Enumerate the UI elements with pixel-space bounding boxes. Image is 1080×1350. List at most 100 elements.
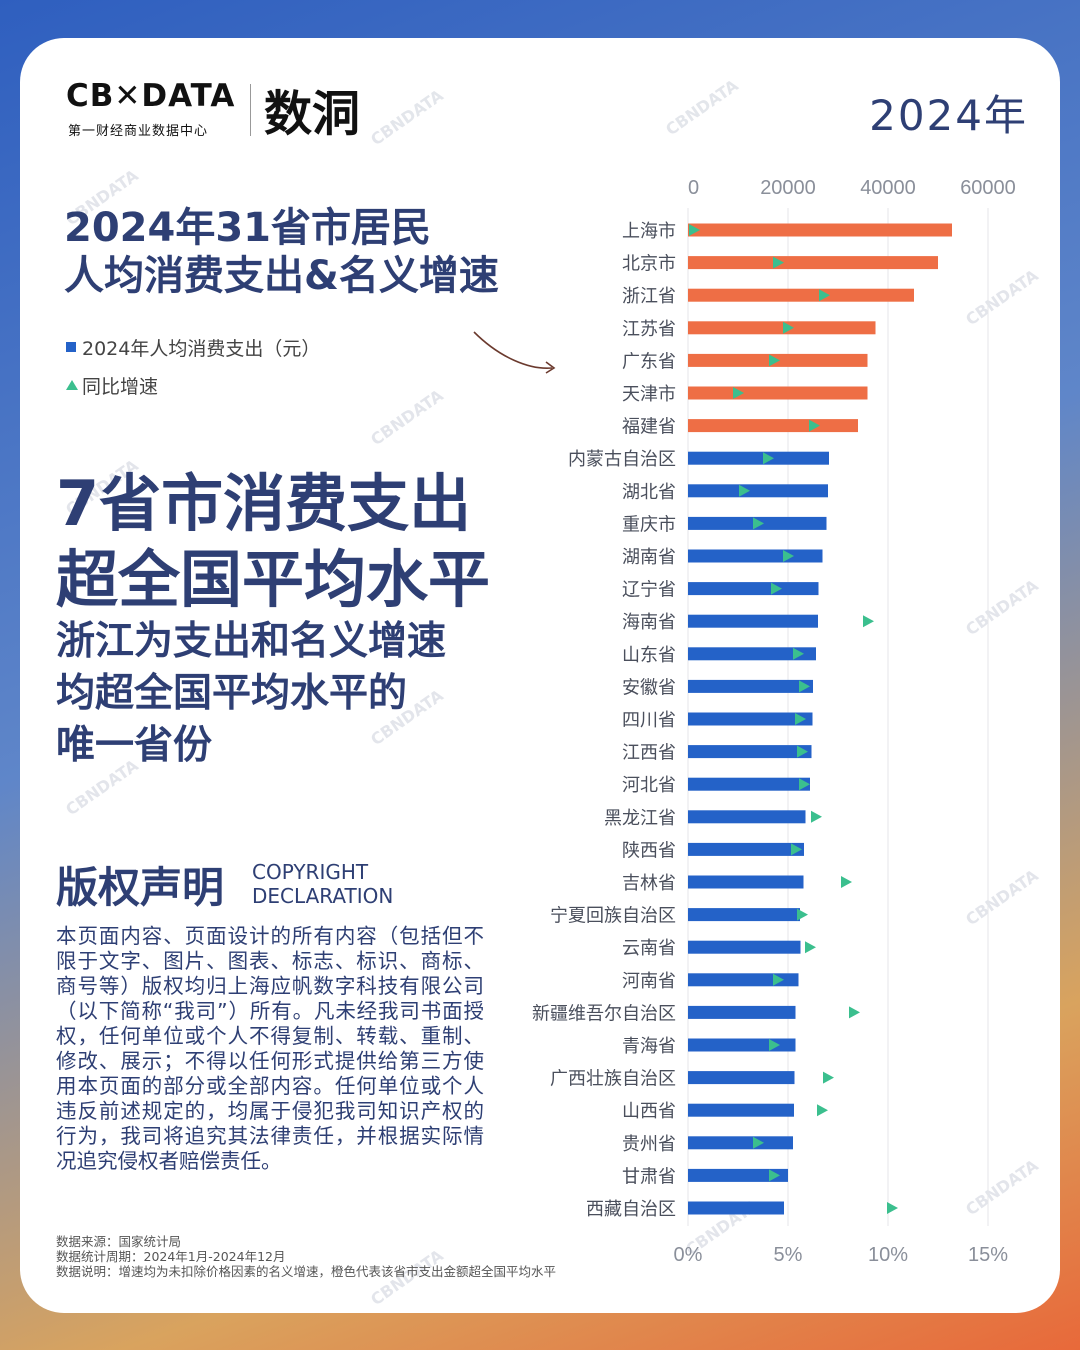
copyright-body: 本页面内容、页面设计的所有内容（包括但不限于文字、图片、图表、标志、标识、商标、… <box>56 924 484 1173</box>
growth-marker <box>739 484 750 497</box>
year-label: 2024年 <box>869 91 1028 140</box>
chart-legend: 2024年人均消费支出（元） 同比增速 <box>66 328 320 404</box>
spend-bar <box>688 1038 796 1052</box>
growth-marker <box>887 1202 898 1214</box>
logo-subtitle: 第一财经商业数据中心 <box>68 124 209 139</box>
subheadline-line-3: 唯一省份 <box>56 723 213 768</box>
spend-bar <box>688 386 868 400</box>
category-label: 广西壮族自治区 <box>550 1069 676 1090</box>
category-label: 吉林省 <box>622 873 676 894</box>
page-title: 2024年31省市居民 人均消费支出&名义增速 <box>64 204 564 300</box>
spend-bar <box>688 1136 793 1150</box>
legend-spend-label: 2024年人均消费支出（元） <box>82 337 321 360</box>
headline-line-2: 超全国平均水平 <box>56 543 491 616</box>
copyright-en-line-2: DECLARATION <box>252 884 394 908</box>
growth-marker <box>791 843 802 856</box>
legend-growth-label: 同比增速 <box>82 375 159 398</box>
category-label: 江西省 <box>622 743 676 764</box>
spend-bar <box>688 549 823 563</box>
category-label: 新疆维吾尔自治区 <box>532 1003 676 1024</box>
growth-marker <box>795 713 806 725</box>
category-label: 天津市 <box>622 384 676 405</box>
growth-marker <box>769 1169 780 1182</box>
growth-marker <box>753 517 764 530</box>
growth-marker <box>689 224 700 236</box>
spend-bar <box>688 875 804 889</box>
category-label: 云南省 <box>622 938 676 959</box>
spend-bar <box>688 288 914 302</box>
growth-marker <box>797 908 808 921</box>
spend-bar <box>688 940 801 954</box>
growth-marker <box>809 419 820 432</box>
spend-bar <box>688 1168 788 1182</box>
category-label: 黑龙江省 <box>604 808 676 829</box>
headline: 7省市消费支出 超全国平均水平 <box>56 466 536 618</box>
growth-marker <box>811 810 822 823</box>
growth-marker <box>849 1006 860 1019</box>
category-label: 四川省 <box>622 710 676 731</box>
category-label: 海南省 <box>622 612 676 633</box>
category-label: 山东省 <box>622 645 676 666</box>
category-label: 贵州省 <box>622 1134 676 1155</box>
spend-bar <box>688 679 813 693</box>
growth-marker <box>793 647 804 660</box>
category-label: 北京市 <box>622 254 676 275</box>
triangle-icon <box>66 380 78 390</box>
category-label: 山西省 <box>622 1101 676 1122</box>
footer-period: 数据统计周期：2024年1月-2024年12月 <box>56 1249 286 1264</box>
growth-marker <box>733 387 744 399</box>
spend-bar <box>688 908 800 922</box>
title-line-2: 人均消费支出&名义增速 <box>64 253 499 299</box>
category-label: 西藏自治区 <box>586 1199 676 1220</box>
growth-marker <box>771 582 782 595</box>
growth-marker <box>769 354 780 367</box>
category-label: 江苏省 <box>622 319 676 340</box>
growth-marker <box>841 876 852 888</box>
growth-marker <box>799 778 810 791</box>
category-label: 安徽省 <box>622 677 676 698</box>
spend-bar <box>688 451 829 465</box>
logo-wordmark: CB✕DATA <box>66 78 236 114</box>
category-label: 甘肃省 <box>622 1166 676 1187</box>
category-label: 福建省 <box>622 417 676 438</box>
x-tick-label-top: 60000 <box>960 177 1016 199</box>
x-tick-label-top: 0 <box>688 177 699 199</box>
category-label: 上海市 <box>622 221 676 242</box>
legend-item-spend: 2024年人均消费支出（元） <box>66 328 320 366</box>
x-tick-label-bottom: 10% <box>868 1244 908 1266</box>
x-tick-label-bottom: 5% <box>774 1244 803 1266</box>
copyright-en: COPYRIGHT DECLARATION <box>252 860 452 908</box>
footer-notes: 数据来源：国家统计局 数据统计周期：2024年1月-2024年12月 数据说明：… <box>56 1234 556 1279</box>
spend-bar <box>688 777 810 791</box>
category-label: 河北省 <box>622 775 676 796</box>
square-icon <box>66 342 76 352</box>
spend-bar <box>688 582 819 596</box>
x-tick-label-top: 40000 <box>860 177 916 199</box>
growth-marker <box>817 1104 828 1117</box>
growth-marker <box>819 289 830 302</box>
spend-bar <box>688 842 804 856</box>
category-label: 浙江省 <box>622 286 676 307</box>
growth-marker <box>769 1039 780 1051</box>
spend-bar <box>688 1071 795 1085</box>
subheadline-line-2: 均超全国平均水平的 <box>56 671 408 716</box>
category-label: 湖南省 <box>622 547 676 568</box>
spend-bar <box>688 484 828 498</box>
category-label: 辽宁省 <box>622 580 676 601</box>
spend-bar <box>688 223 952 237</box>
category-label: 宁夏回族自治区 <box>550 906 676 927</box>
growth-marker <box>799 680 810 693</box>
subheadline-line-1: 浙江为支出和名义增速 <box>56 619 447 664</box>
spend-bar <box>688 647 816 661</box>
copyright-title: 版权声明 <box>56 863 225 912</box>
growth-marker <box>863 615 874 628</box>
growth-marker <box>797 745 808 758</box>
title-line-1: 2024年31省市居民 <box>64 205 431 251</box>
category-label: 重庆市 <box>622 514 676 535</box>
headline-line-1: 7省市消费支出 <box>56 467 472 540</box>
pointer-arrow-icon <box>473 331 556 374</box>
growth-marker <box>823 1071 834 1084</box>
growth-marker <box>783 321 794 334</box>
spend-bar <box>688 810 806 824</box>
category-label: 内蒙古自治区 <box>568 449 676 470</box>
